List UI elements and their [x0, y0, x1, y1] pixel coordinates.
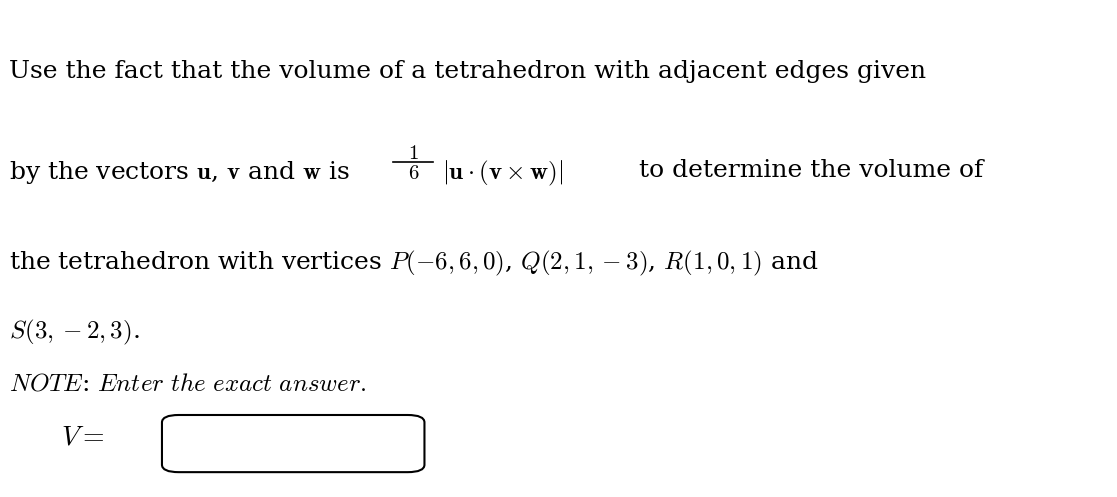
- Text: $|\mathbf{u} \cdot (\mathbf{v} \times \mathbf{w})|$: $|\mathbf{u} \cdot (\mathbf{v} \times \m…: [442, 159, 564, 188]
- Text: $6$: $6$: [408, 164, 419, 183]
- Text: $1$: $1$: [408, 144, 419, 163]
- Text: by the vectors $\mathbf{u}$, $\mathbf{v}$ and $\mathbf{w}$ is: by the vectors $\mathbf{u}$, $\mathbf{v}…: [9, 159, 350, 186]
- Text: $S(3, -2, 3)$.: $S(3, -2, 3)$.: [9, 318, 140, 347]
- Text: $\it{NOTE}$: $\it{Enter\ the\ exact\ answer.}$: $\it{NOTE}$: $\it{Enter\ the\ exact\ ans…: [9, 373, 366, 396]
- Text: Use the fact that the volume of a tetrahedron with adjacent edges given: Use the fact that the volume of a tetrah…: [9, 60, 926, 83]
- Text: to determine the volume of: to determine the volume of: [639, 159, 983, 182]
- FancyBboxPatch shape: [162, 415, 424, 472]
- Text: the tetrahedron with vertices $P(-6, 6, 0)$, $Q(2, 1, -3)$, $R(1, 0, 1)$ and: the tetrahedron with vertices $P(-6, 6, …: [9, 248, 819, 278]
- Text: $V =$: $V =$: [61, 424, 105, 451]
